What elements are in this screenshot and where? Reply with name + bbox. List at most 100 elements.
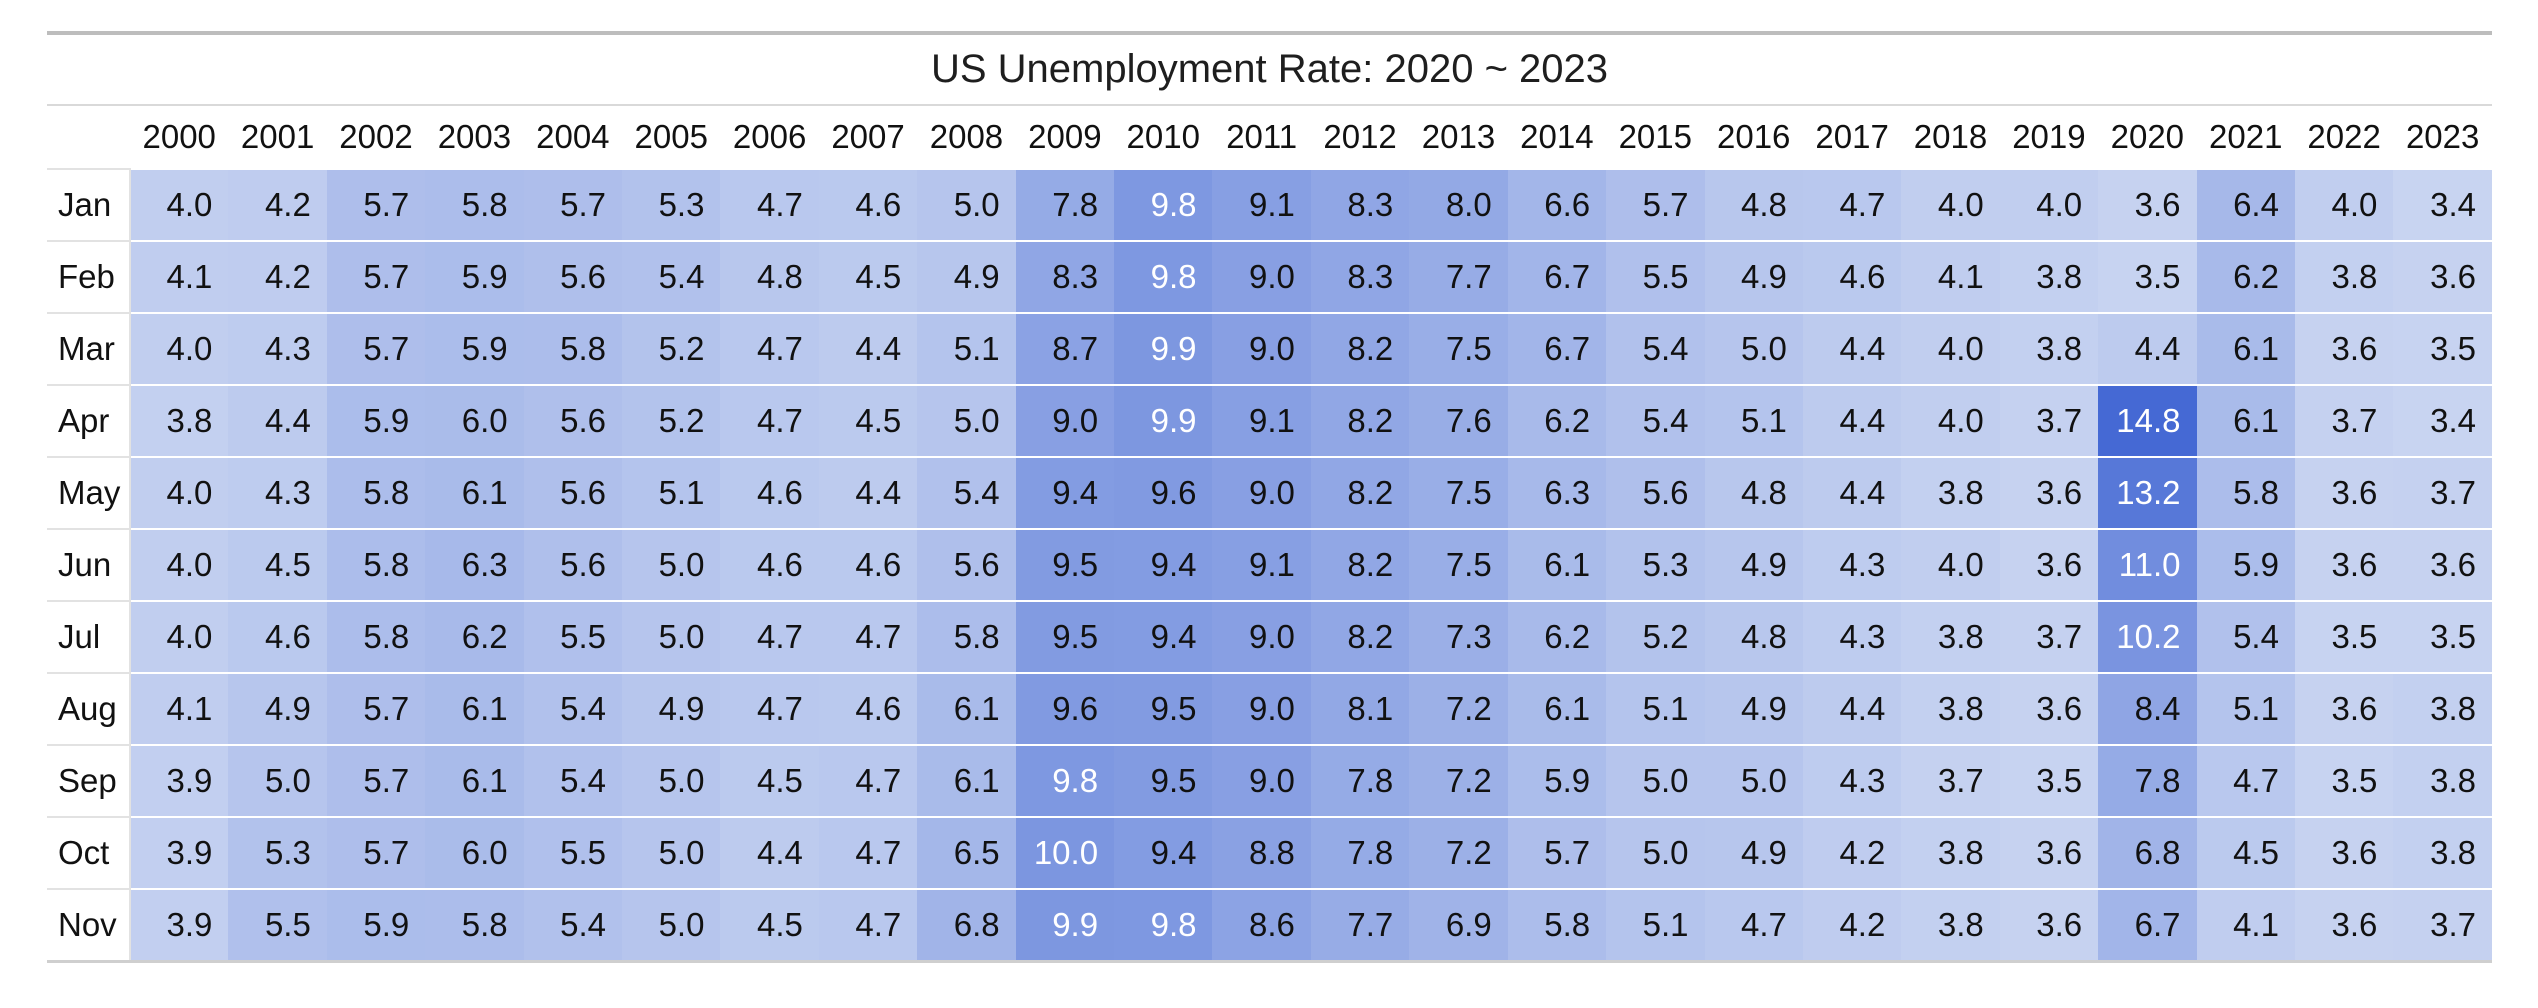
heatmap-cell: 4.6	[720, 456, 819, 529]
heatmap-cell: 5.9	[326, 384, 426, 457]
table-row: Nov 3.9 5.5 5.9 5.8 5.4 5.0 4.5 4.7 6.8 9.9 9.8 8.6 7…	[47, 888, 2492, 963]
heatmap-cell: 4.3	[1802, 600, 1902, 673]
row-label-apr: Apr	[47, 384, 131, 457]
heatmap-cell: 4.2	[1802, 888, 1902, 963]
table-row: Aug 4.1 4.9 5.7 6.1 5.4 4.9 4.7 4.6 6.1 9.6 9.5 9.0 8…	[47, 672, 2492, 745]
heatmap-cell: 3.8	[1901, 888, 2000, 963]
heatmap-cell: 3.8	[1999, 312, 2099, 385]
heatmap-cell: 5.6	[523, 240, 623, 313]
table-row: May 4.0 4.3 5.8 6.1 5.6 5.1 4.6 4.4 5.4 9.4 9.6 9.0 8…	[47, 456, 2492, 529]
heatmap-cell: 4.4	[818, 312, 918, 385]
heatmap-cell: 3.6	[2098, 168, 2197, 241]
column-header-2007: 2007	[831, 118, 905, 155]
heatmap-cell: 5.1	[2196, 672, 2295, 745]
heatmap-cell: 6.1	[917, 744, 1016, 817]
heatmap-cell: 5.1	[1606, 672, 1705, 745]
heatmap-cell: 6.3	[425, 528, 524, 601]
heatmap-cell: 4.0	[1901, 168, 2000, 241]
heatmap-cell: 5.2	[622, 312, 721, 385]
heatmap-cell: 5.7	[326, 312, 426, 385]
heatmap-cell: 4.4	[1802, 384, 1902, 457]
heatmap-cell: 4.4	[1802, 672, 1902, 745]
heatmap-cell: 4.9	[1704, 672, 1803, 745]
heatmap-cell: 5.9	[425, 312, 524, 385]
heatmap-cell: 4.7	[720, 600, 819, 673]
heatmap-cell: 4.6	[818, 168, 918, 241]
column-header-row: 2000 2001 2002 2003 2004 2005 2006 2007 2008 2009…	[47, 106, 2492, 169]
heatmap-cell: 9.6	[1114, 456, 1213, 529]
heatmap-cell: 4.9	[1704, 528, 1803, 601]
table-row: Jan 4.0 4.2 5.7 5.8 5.7 5.3 4.7 4.6 5.0 7.8 9.8 9.1 8…	[47, 168, 2492, 241]
heatmap-cell: 5.8	[523, 312, 623, 385]
heatmap-cell: 5.5	[523, 816, 623, 889]
heatmap-cell: 9.1	[1212, 528, 1311, 601]
column-header-2001: 2001	[240, 118, 315, 155]
heatmap-cell: 5.8	[326, 456, 426, 529]
heatmap-cell: 4.4	[1802, 456, 1902, 529]
heatmap-cell: 5.8	[2196, 456, 2295, 529]
heatmap-cell: 5.4	[2196, 600, 2295, 673]
heatmap-cell: 6.1	[1507, 672, 1607, 745]
heatmap-cell: 5.4	[523, 744, 623, 817]
heatmap-cell: 3.7	[2294, 384, 2394, 457]
heatmap-cell: 3.7	[1901, 744, 2000, 817]
heatmap-cell: 9.8	[1114, 888, 1213, 963]
row-label-nov: Nov	[47, 888, 131, 963]
heatmap-cell: 5.9	[1507, 744, 1607, 817]
heatmap-cell: 13.2	[2098, 456, 2197, 529]
heatmap-cell: 5.7	[326, 816, 426, 889]
heatmap-cell: 4.0	[1901, 384, 2000, 457]
heatmap-cell: 3.7	[1999, 384, 2099, 457]
heatmap-cell: 4.8	[1704, 456, 1803, 529]
heatmap-cell: 4.7	[1704, 888, 1803, 963]
heatmap-cell: 7.6	[1409, 384, 1508, 457]
column-header-2018: 2018	[1913, 118, 1988, 155]
heatmap-cell: 5.0	[1704, 312, 1803, 385]
heatmap-cell: 3.7	[1999, 600, 2099, 673]
heatmap-cell: 8.2	[1310, 528, 1410, 601]
heatmap-cell: 6.1	[2196, 384, 2295, 457]
heatmap-cell: 9.0	[1212, 240, 1311, 313]
heatmap-cell: 5.8	[326, 600, 426, 673]
heatmap-cell: 3.8	[2393, 672, 2492, 745]
heatmap-cell: 9.8	[1114, 168, 1213, 241]
heatmap-cell: 4.1	[1901, 240, 2000, 313]
heatmap-cell: 4.6	[1802, 240, 1902, 313]
column-header-2005: 2005	[634, 118, 708, 155]
heatmap-cell: 9.0	[1212, 312, 1311, 385]
heatmap-cell: 8.1	[1310, 672, 1410, 745]
heatmap-cell: 7.8	[2098, 744, 2197, 817]
heatmap-cell: 8.4	[2098, 672, 2197, 745]
unemployment-table: US Unemployment Rate: 2020 ~ 2023 2000 20…	[47, 31, 2492, 963]
heatmap-cell: 7.5	[1409, 528, 1508, 601]
heatmap-cell: 5.7	[1507, 816, 1607, 889]
heatmap-cell: 4.2	[228, 168, 327, 241]
heatmap-cell: 5.0	[622, 888, 721, 963]
heatmap-cell: 4.2	[1802, 816, 1902, 889]
heatmap-cell: 9.5	[1015, 528, 1115, 601]
heatmap-cell: 7.5	[1409, 312, 1508, 385]
heatmap-cell: 4.0	[130, 168, 229, 241]
table-row: Feb 4.1 4.2 5.7 5.9 5.6 5.4 4.8 4.5 4.9 8.3 9.8 9.0 8…	[47, 240, 2492, 313]
heatmap-cell: 3.4	[2393, 168, 2492, 241]
table-row: Sep 3.9 5.0 5.7 6.1 5.4 5.0 4.5 4.7 6.1 9.8 9.5 9.0 7…	[47, 744, 2492, 817]
table-row: Jul 4.0 4.6 5.8 6.2 5.5 5.0 4.7 4.7 5.8 9.5 9.4 9.0 8…	[47, 600, 2492, 673]
heatmap-cell: 5.6	[917, 528, 1016, 601]
column-header-2016: 2016	[1716, 118, 1791, 155]
heatmap-cell: 7.7	[1409, 240, 1508, 313]
heatmap-cell: 5.4	[523, 672, 623, 745]
heatmap-cell: 3.8	[130, 384, 229, 457]
heatmap-cell: 8.3	[1015, 240, 1115, 313]
heatmap-cell: 5.3	[228, 816, 327, 889]
table-row: Oct 3.9 5.3 5.7 6.0 5.5 5.0 4.4 4.7 6.5 10.0 9.4 8.8…	[47, 816, 2492, 889]
heatmap-cell: 6.1	[917, 672, 1016, 745]
heatmap-cell: 3.6	[2393, 528, 2492, 601]
heatmap-cell: 4.4	[720, 816, 819, 889]
heatmap-cell: 5.8	[425, 168, 524, 241]
heatmap-cell: 5.7	[523, 168, 623, 241]
column-header-2000: 2000	[142, 118, 216, 155]
column-header-2021: 2021	[2209, 118, 2283, 155]
heatmap-cell: 4.2	[228, 240, 327, 313]
heatmap-cell: 9.8	[1015, 744, 1115, 817]
row-label-jan: Jan	[47, 168, 131, 241]
